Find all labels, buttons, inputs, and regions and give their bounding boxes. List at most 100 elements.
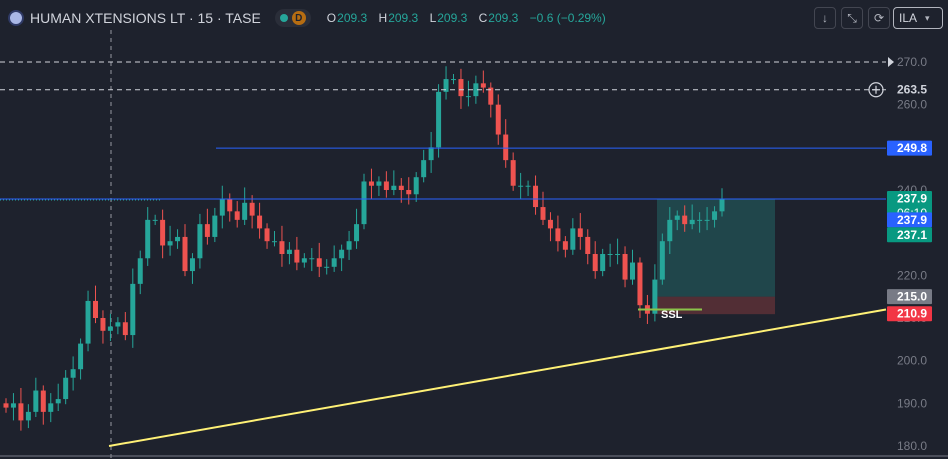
candle-body [137,258,143,284]
candle-body [436,91,442,148]
candle-body [78,343,84,370]
symbol-title[interactable]: HUMAN XTENSIONS LT · 15 · TASE [30,10,261,26]
candle-body [525,185,531,187]
arrow-down-icon[interactable]: ↓ [814,7,836,29]
price-label-text: 237.9 [897,191,927,205]
candle-body [294,249,300,263]
symbol-legend: HUMAN XTENSIONS LT · 15 · TASE D O209.3 … [8,8,614,28]
candle-body [697,219,703,221]
candle-body [85,300,91,344]
candle-body [160,219,166,246]
candle-body [652,279,658,314]
candle-body [488,87,494,105]
candle-body [33,390,39,412]
market-status-pill[interactable]: D [274,9,311,27]
candle-body [339,249,345,259]
candle-body [637,262,643,306]
candle-body [257,215,263,229]
candle-body [674,215,680,220]
candle-body [398,185,404,190]
add-alert-icon [868,82,884,98]
candle-body [562,241,568,250]
price-label-text: 237.1 [897,228,927,242]
price-label-box [887,289,932,305]
ohlc-low-label: L [429,11,437,25]
symbol-logo-icon [8,10,24,26]
price-label-text: 215.0 [897,290,927,304]
candle-body [615,254,621,255]
y-tick-label: 190.0 [897,396,927,410]
candle-body [473,83,479,97]
ohlc-close-label: C [478,11,488,25]
price-label-text: 263.5 [897,83,927,97]
candle-body [547,219,553,229]
candle-body [331,258,337,267]
candle-body [391,185,397,190]
candle-body [443,79,449,92]
candle-body [3,403,9,408]
chart-toolbar: ↓ ⤡ ⟳ [814,7,890,29]
price-label-box [887,227,932,243]
candle-body [592,254,598,272]
y-tick-label: 200.0 [897,354,927,368]
candle-body [607,254,613,255]
candle-body [242,202,248,220]
candle-body [301,258,307,263]
candle-body [18,403,24,421]
ohlc-change: −0.6 (−0.29%) [529,11,606,25]
candle-body [167,241,173,246]
candle-body [555,228,561,242]
candle-body [704,219,710,221]
y-tick-label: 270.0 [897,55,927,69]
candle-body [130,283,136,336]
candle-body [368,181,374,186]
candle-body [376,181,382,186]
candle-body [577,228,583,237]
price-label-box [887,306,932,322]
candle-body [458,79,464,97]
candle-body [659,241,665,280]
candle-body [354,224,360,242]
collapse-icon[interactable]: ⤡ [841,7,863,29]
candle-body [413,177,419,195]
candle-body [689,219,695,225]
chevron-down-icon: ▾ [925,12,930,23]
y-tick-label: 220.0 [897,268,927,282]
candle-body [249,202,255,216]
alert-marker-icon [888,57,894,67]
candle-body [182,236,188,272]
candle-body [630,262,635,280]
refresh-icon[interactable]: ⟳ [868,7,890,29]
candle-body [570,228,576,250]
candle-body [175,236,181,242]
candle-body [25,411,31,421]
candle-body [309,258,315,260]
candle-body [540,207,546,220]
candle-body [465,96,471,98]
candle-body [63,377,69,400]
ssl-label: SSL [661,309,683,321]
candle-body [264,228,270,242]
candle-body [383,181,389,190]
market-open-dot-icon [279,14,288,22]
candle-body [197,224,203,259]
candle-body [622,254,628,280]
candle-body [316,258,322,267]
y-tick-label: 180.0 [897,439,927,453]
ohlc-close: 209.3 [488,11,519,25]
add-alert-plus-glyph [872,85,880,94]
candle-body [272,241,277,243]
candle-body [286,249,292,254]
candle-body [152,219,158,221]
currency-select[interactable]: ILA ▾ [893,7,943,29]
y-tick-label: 260.0 [897,98,927,112]
candle-body [115,322,121,327]
ohlc-values: O209.3 H209.3 L209.3 C209.3 −0.6 (−0.29%… [327,11,614,25]
ohlc-open-label: O [326,11,337,25]
candle-body [40,390,46,412]
candle-body [227,198,233,212]
ohlc-open: 209.3 [337,11,368,25]
candle-body [93,300,98,318]
candle-body [55,399,61,404]
